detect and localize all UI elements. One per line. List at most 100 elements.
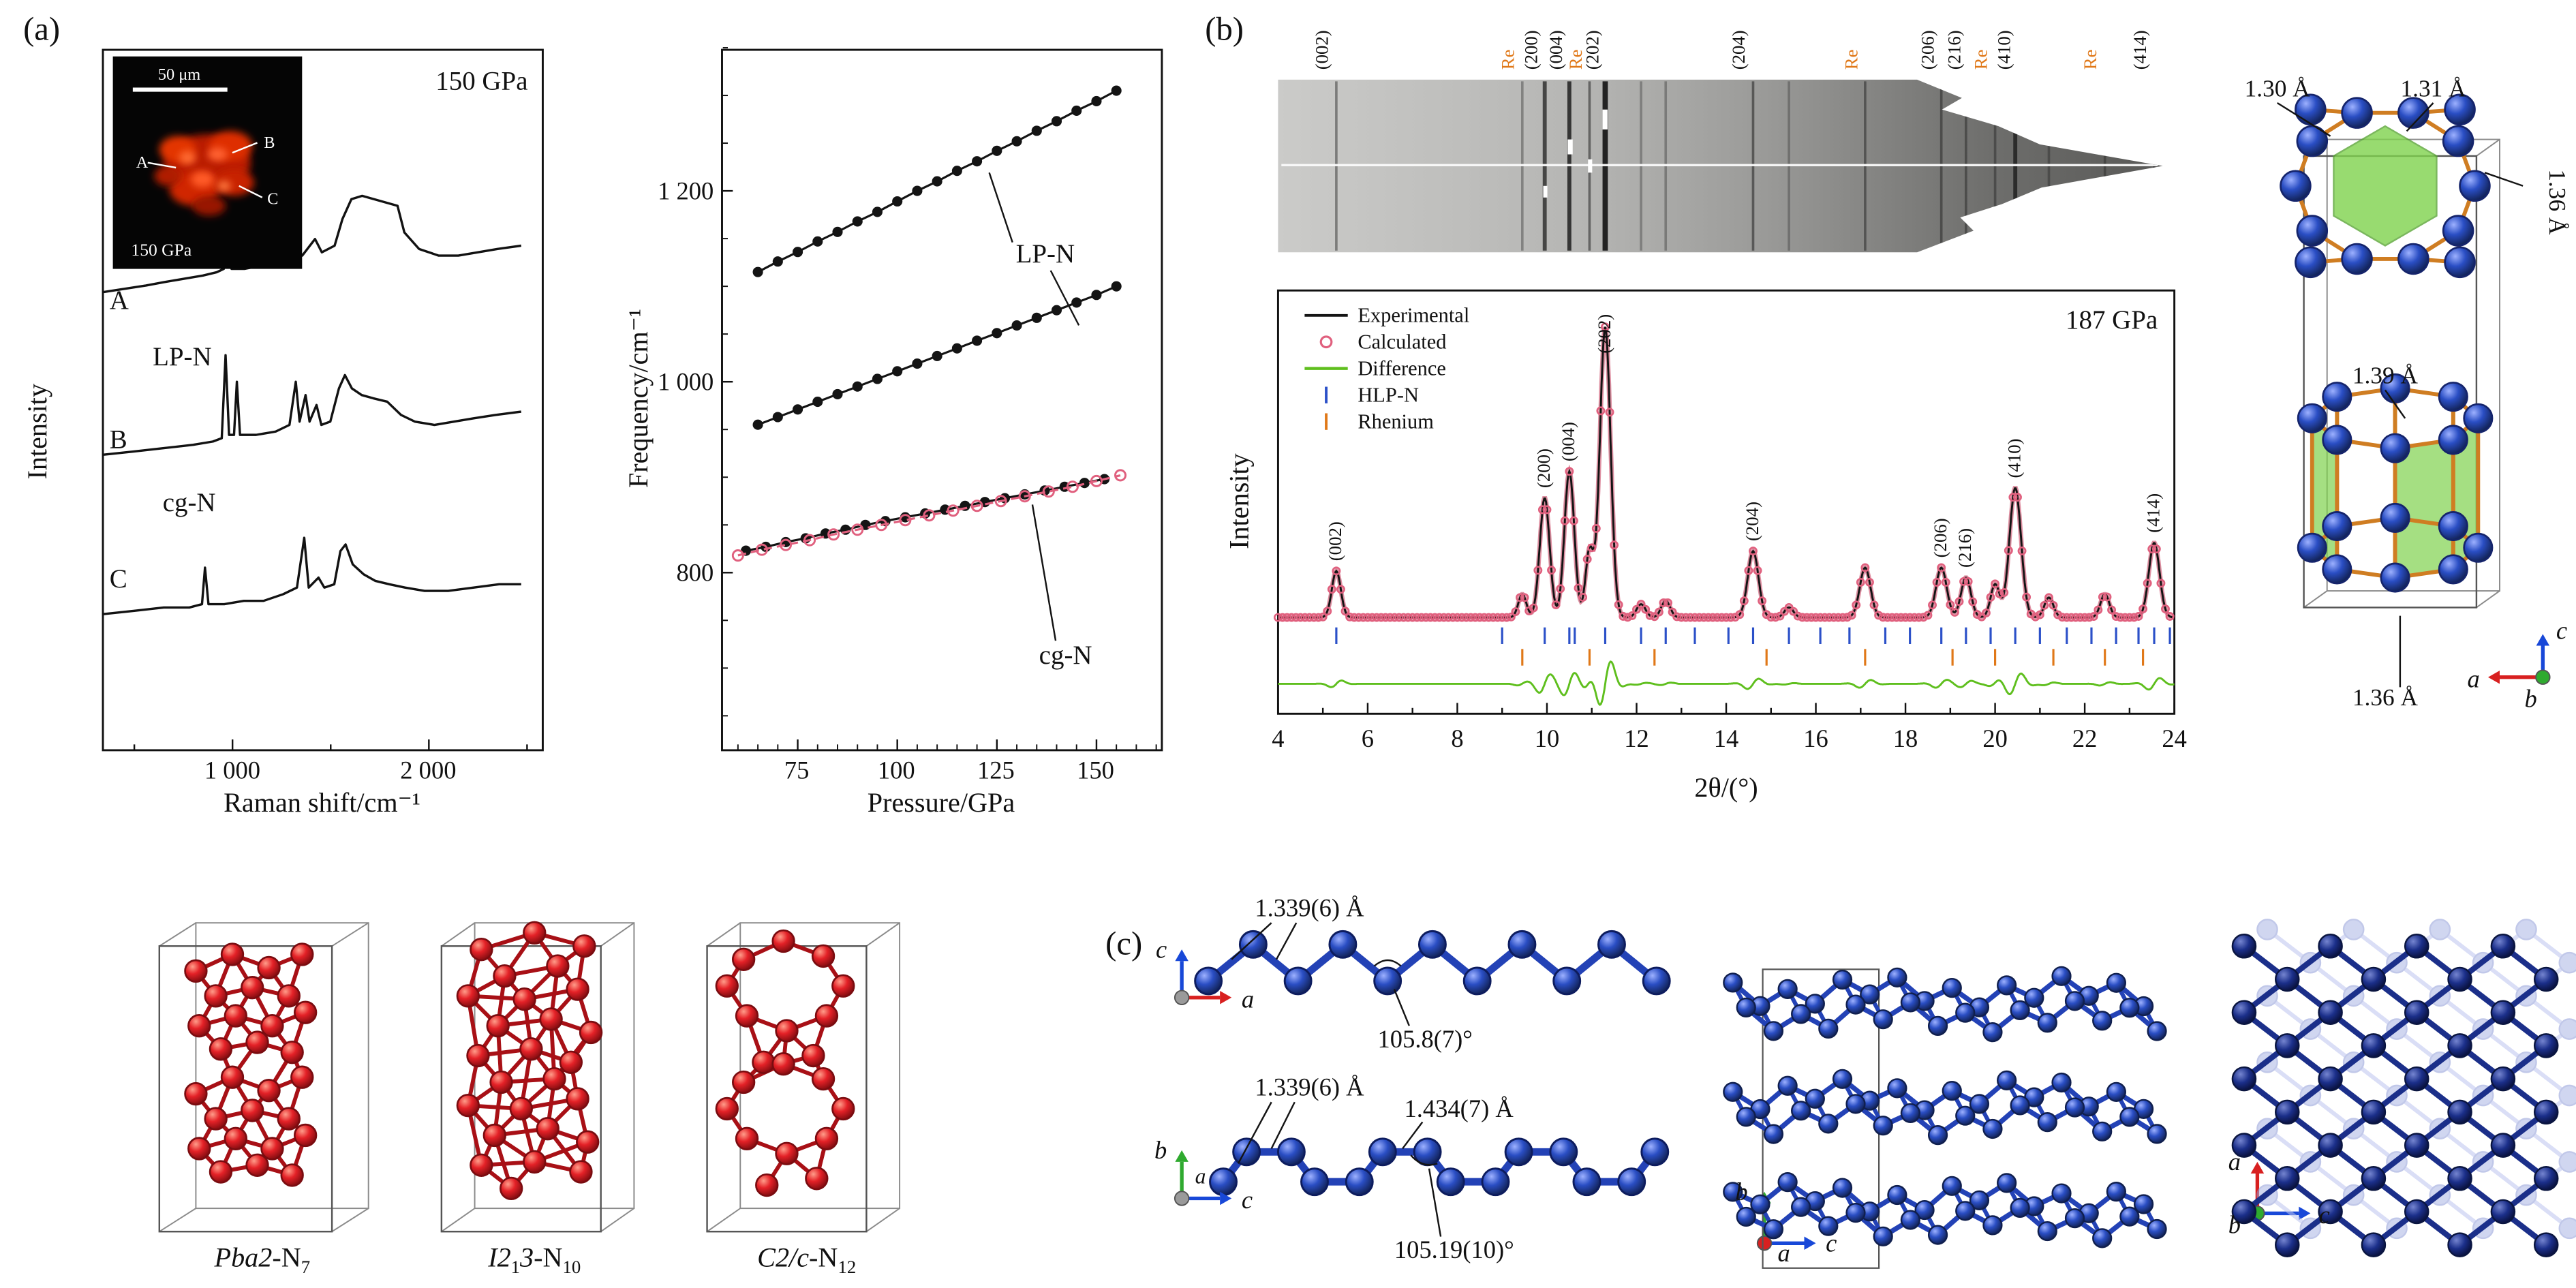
- freq-label-LP-N: LP-N: [1016, 239, 1075, 269]
- xrd-xtick-24: 24: [2162, 724, 2187, 752]
- raman-trace-B: [102, 354, 521, 457]
- strip-label-re-5: Re: [2080, 50, 2100, 70]
- middle-axis-c: c: [1826, 1229, 1837, 1257]
- pointer-c: [239, 185, 263, 198]
- top-chain-axis-a: a: [1242, 985, 1254, 1013]
- hlp-n-structure: 1.30 Å 1.31 Å 1.36 Å 1.39 Å 1.36 Å c a b: [2245, 75, 2571, 712]
- freq-ytick-1200: 1 200: [658, 177, 714, 204]
- bond-length-130: 1.30 Å: [2245, 75, 2311, 102]
- structure-label-c2c-n12: C2/c-N12: [757, 1242, 856, 1277]
- inset-spot-b: B: [264, 134, 275, 152]
- xrd-reflection-ticks: [1335, 627, 2171, 666]
- bottom-chain-axis-a: a: [1195, 1165, 1206, 1189]
- xrd-axis-ticks: [1277, 703, 2175, 714]
- xrd-ylabel: Intensity: [1224, 453, 1255, 549]
- raman-traces: [102, 194, 522, 615]
- top-bond-tick-1: [1231, 922, 1272, 960]
- xrd-xtick-22: 22: [2072, 724, 2098, 752]
- strip-hkl-labels: (002) Re (200) (004) Re (202) (204) Re (…: [1311, 30, 2150, 70]
- panel-b: (b) (002) Re (200) (004) Re (202) (204) …: [1205, 10, 2571, 803]
- strip-label-re-4: Re: [1970, 50, 1991, 70]
- xrd-peak-label: (204): [1742, 502, 1762, 541]
- frequency-ylabel: Frequency/cm⁻¹: [623, 309, 654, 488]
- strip-label-414: (414): [2130, 30, 2150, 70]
- strip-label-re-2: Re: [1565, 50, 1586, 70]
- strip-label-re-1: Re: [1497, 50, 1518, 70]
- bottom-chain-bond-b: 1.434(7) Å: [1405, 1094, 1514, 1122]
- freq-xtick-125: 125: [977, 756, 1015, 784]
- freq-xtick-150: 150: [1077, 756, 1114, 784]
- xrd-pressure-annotation: 187 GPa: [2066, 305, 2158, 335]
- bottom-chain-bond-a: 1.339(6) Å: [1255, 1073, 1364, 1101]
- freq-ytick-1000: 1 000: [658, 367, 714, 395]
- xrd-peak-label: (002): [1325, 521, 1345, 561]
- xrd-xtick-4: 4: [1272, 724, 1284, 752]
- top-bond-tick-2: [1275, 922, 1298, 960]
- xrd-xtick-12: 12: [1624, 724, 1649, 752]
- strip-label-410: (410): [1994, 30, 2014, 70]
- xrd-peak-label: (202): [1594, 314, 1614, 354]
- panel-c: (c) 1.339(6) Å 105.8(7)° 1.339(6) Å 1.43…: [1105, 634, 2576, 1269]
- trace-label-A: A: [110, 286, 129, 315]
- strip-label-204: (204): [1728, 30, 1749, 70]
- axis-c-label-b: c: [2556, 617, 2567, 645]
- freq-series-line: [737, 474, 1121, 557]
- xrd-xtick-20: 20: [1982, 724, 2008, 752]
- xrd-peak-labels: (002) (200)(004) (202) (204) (206) (216) (410)…: [1325, 314, 2163, 568]
- bond-length-136-bottom: 1.36 Å: [2352, 684, 2419, 711]
- raman-xlabel: Raman shift/cm⁻¹: [224, 787, 420, 818]
- panel-c-label: (c): [1105, 925, 1142, 962]
- middle-axis-a: a: [1778, 1239, 1790, 1267]
- hlp-n-structure-drawing: [2280, 93, 2500, 609]
- axis-b-label-b: b: [2525, 685, 2537, 713]
- raman-pressure-annotation: 150 GPa: [435, 67, 527, 96]
- scale-bar-label: 50 μm: [158, 65, 200, 84]
- pointer-b: [232, 142, 258, 154]
- xrd-xtick-18: 18: [1893, 724, 1918, 752]
- bond-leader-130: [2276, 102, 2331, 137]
- sample-photo-inset: 50 μm A B C 150 GPa: [112, 56, 303, 269]
- bottom-bond-tick-1: [1237, 1101, 1272, 1164]
- right-axis-b: b: [2228, 1211, 2241, 1239]
- xrd-peak-label: (216): [1954, 528, 1975, 568]
- frequency-series: [731, 85, 1127, 562]
- bottom-chain-axis-b: b: [1154, 1136, 1167, 1164]
- sample-image: [154, 131, 254, 216]
- bottom-chain-axis-c: c: [1242, 1186, 1253, 1214]
- red-structure: [158, 922, 369, 1233]
- xrd-peak-label: (200): [1533, 448, 1554, 488]
- bond-leader-136r: [2484, 172, 2524, 187]
- structure-label-i213-n10: I213-N10: [487, 1242, 581, 1277]
- strip-label-002: (002): [1311, 30, 1332, 70]
- raman-plot: Intensity Raman shift/cm⁻¹ 1 000 2 000 1…: [22, 48, 544, 818]
- trace-label-LP-N: LP-N: [153, 342, 212, 371]
- red-structure: [440, 921, 635, 1233]
- strip-label-202: (202): [1582, 30, 1602, 70]
- top-chain-axis-c: c: [1156, 935, 1167, 963]
- xrd-peak-label: (414): [2143, 493, 2163, 533]
- xrd-pattern: [1273, 322, 2175, 622]
- legend-experimental: Experimental: [1358, 304, 1469, 327]
- legend-calculated: Calculated: [1358, 330, 1446, 353]
- xrd-xtick-10: 10: [1535, 724, 1560, 752]
- xrd-difference: [1278, 660, 2175, 706]
- bottom-bond-tick-2: [1270, 1101, 1295, 1149]
- legend-difference: Difference: [1358, 356, 1446, 380]
- panel-a-label: (a): [23, 10, 60, 47]
- trace-label-cg-N: cg-N: [163, 488, 216, 517]
- axis-a-label-b: a: [2468, 664, 2480, 692]
- xrd-plot-frame: [1276, 289, 2176, 715]
- trace-label-B: B: [110, 425, 127, 455]
- frequency-plot: Frequency/cm⁻¹ Pressure/GPa 1 200 1 000 …: [623, 47, 1163, 818]
- bond-leader-131: [2406, 102, 2434, 132]
- bond-leader-139: [2384, 389, 2406, 419]
- freq-ytick-800: 800: [677, 558, 714, 586]
- xrd-difference-curve: [1278, 660, 2175, 706]
- xrd-peak-label: (004): [1558, 422, 1578, 461]
- freq-xtick-100: 100: [878, 756, 915, 784]
- strip-label-004: (004): [1546, 30, 1566, 70]
- bottom-angle-arc: [1410, 1154, 1438, 1166]
- panel-b-label: (b): [1205, 10, 1244, 47]
